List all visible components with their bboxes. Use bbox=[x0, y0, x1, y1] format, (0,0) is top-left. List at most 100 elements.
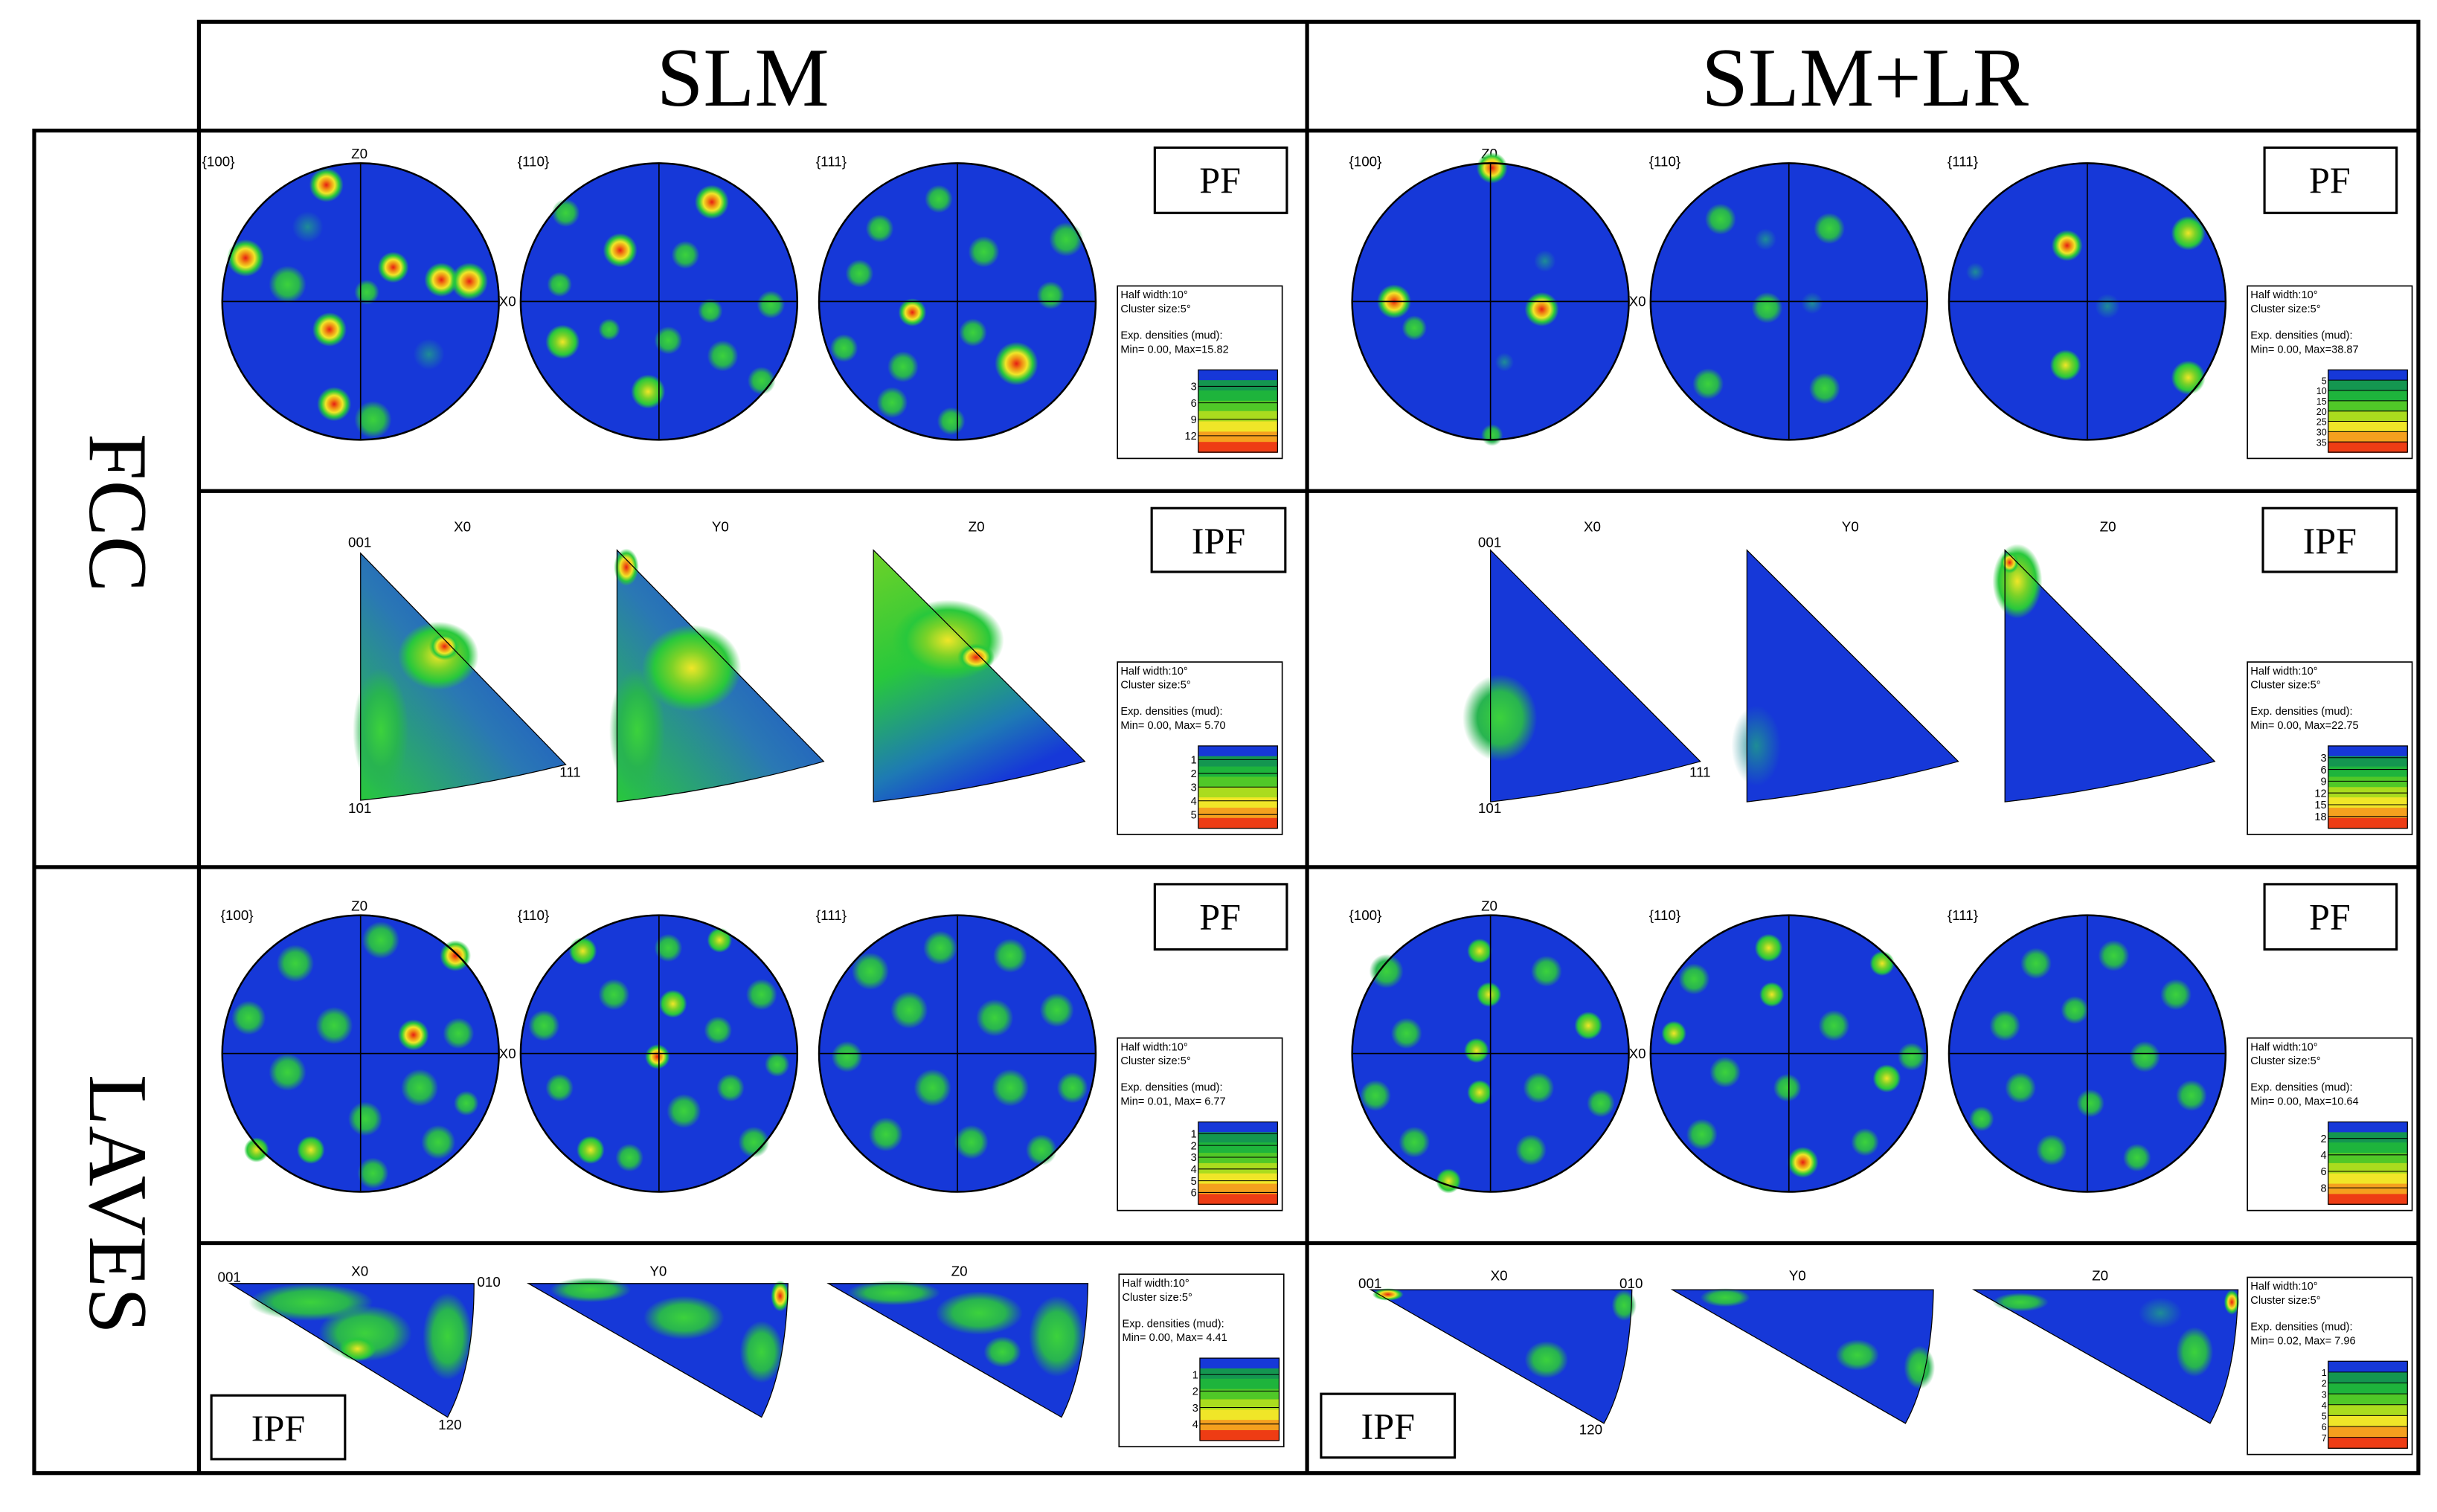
ipf-axis-x0: X0 bbox=[454, 519, 471, 535]
legend-swatch bbox=[2328, 431, 2408, 443]
panel-fcc-ipf-slm-lr: X0 Y0 Z0 001 101 111 IPF Half width:10° C… bbox=[1462, 506, 2413, 835]
legend-swatch bbox=[2328, 1153, 2408, 1164]
legend-tick-label: 3 bbox=[2321, 753, 2327, 765]
panel-fcc-pf-slm: {100} {110} {111} Z0 X0 bbox=[202, 146, 1288, 460]
legend-swatch bbox=[2328, 1426, 2408, 1438]
legend-swatch bbox=[1199, 1399, 1279, 1411]
legend-tick-label: 1 bbox=[2322, 1368, 2327, 1378]
legend-swatch bbox=[2328, 421, 2408, 433]
pole-label-111: {111} bbox=[816, 154, 847, 170]
legend-half-width: Half width:10° bbox=[1120, 1041, 1187, 1053]
legend-tick-label: 3 bbox=[1191, 1152, 1197, 1164]
legend-min-max: Min= 0.00, Max= 5.70 bbox=[1120, 720, 1225, 732]
legend-tick-label: 3 bbox=[1192, 1403, 1198, 1415]
ipf-triangle-x0 bbox=[1462, 549, 1701, 802]
density-legend: Half width:10° Cluster size:5° Exp. densit… bbox=[1117, 661, 1283, 835]
panel-laves-ipf-slm: 001 010 120 X0 Y0 Z0 bbox=[210, 1263, 1285, 1461]
corner-120: 120 bbox=[1579, 1421, 1602, 1437]
ipf-triangle-x0 bbox=[228, 1283, 475, 1418]
ipf-tag: IPF bbox=[2261, 506, 2398, 573]
legend-min-max: Min= 0.00, Max=15.82 bbox=[1120, 344, 1228, 356]
legend-cluster-size: Cluster size:5° bbox=[1120, 1055, 1190, 1067]
ipf-axis-z0: Z0 bbox=[2100, 519, 2116, 535]
ipf-tag: IPF bbox=[210, 1394, 347, 1461]
legend-swatch bbox=[1198, 745, 1278, 757]
ipf-tag-label: IPF bbox=[1192, 520, 1245, 562]
pf-tag-label: PF bbox=[1199, 895, 1241, 937]
column-header-slm: SLM bbox=[657, 31, 829, 124]
legend-tick-label: 10 bbox=[2316, 386, 2327, 396]
legend-swatch bbox=[2328, 1404, 2408, 1417]
legend-tick-label: 4 bbox=[1191, 796, 1197, 808]
pole-label-110: {110} bbox=[518, 907, 550, 923]
ipf-triangle-y0 bbox=[1731, 549, 1959, 802]
figure-grid bbox=[32, 19, 2421, 1476]
legend-swatch bbox=[1198, 1122, 1278, 1133]
ipf-tag: IPF bbox=[1150, 506, 1287, 573]
pole-figure-100 bbox=[221, 914, 500, 1193]
legend-swatch bbox=[2328, 745, 2408, 757]
legend-swatch bbox=[2328, 1371, 2408, 1384]
pole-figure-111 bbox=[1948, 914, 2227, 1193]
legend-tick-label: 3 bbox=[1191, 782, 1197, 794]
row-header-laves: LAVES bbox=[71, 1075, 164, 1334]
legend-half-width: Half width:10° bbox=[2250, 666, 2317, 678]
legend-swatch bbox=[1198, 1153, 1278, 1164]
ipf-triangle-y0 bbox=[609, 548, 825, 802]
corner-120: 120 bbox=[438, 1417, 461, 1432]
density-legend: Half width:10° Cluster size:5° Exp. densit… bbox=[1118, 1273, 1285, 1448]
corner-101: 101 bbox=[1478, 800, 1501, 816]
pole-figure-110 bbox=[1649, 914, 1928, 1193]
corner-001: 001 bbox=[1358, 1275, 1381, 1291]
legend-tick-label: 1 bbox=[1191, 1129, 1197, 1141]
legend-tick-label: 6 bbox=[2321, 1166, 2327, 1178]
ipf-axis-z0: Z0 bbox=[951, 1263, 968, 1278]
panel-fcc-ipf-slm: X0 Y0 Z0 001 101 111 IPF bbox=[348, 506, 1287, 835]
legend-cluster-size: Cluster size:5° bbox=[2250, 303, 2320, 315]
legend-swatch bbox=[2328, 766, 2408, 778]
legend-tick-label: 4 bbox=[2322, 1400, 2327, 1411]
pole-label-100: {100} bbox=[202, 154, 235, 170]
pole-figure-100 bbox=[1351, 914, 1630, 1194]
pole-label-111: {111} bbox=[816, 907, 847, 923]
ipf-triangle-z0 bbox=[1972, 1289, 2240, 1424]
legend-swatch bbox=[2328, 1173, 2408, 1185]
legend-swatch bbox=[2328, 411, 2408, 422]
pole-figure-110 bbox=[1649, 162, 1928, 441]
legend-min-max: Min= 0.00, Max=38.87 bbox=[2250, 344, 2358, 356]
legend-swatch bbox=[2328, 1142, 2408, 1154]
pole-figure-111 bbox=[818, 914, 1097, 1193]
pf-tag: PF bbox=[1153, 146, 1288, 214]
legend-swatch bbox=[1198, 1162, 1278, 1174]
legend-tick-label: 18 bbox=[2314, 811, 2326, 823]
density-legend: Half width:10° Cluster size:5° Exp. densit… bbox=[2247, 1276, 2413, 1455]
corner-111: 111 bbox=[559, 765, 581, 780]
legend-swatch bbox=[1198, 756, 1278, 768]
pole-figure-111 bbox=[1948, 162, 2227, 441]
legend-tick-label: 4 bbox=[1191, 1164, 1197, 1176]
legend-tick-label: 4 bbox=[1192, 1419, 1198, 1431]
legend-tick-label: 2 bbox=[1192, 1386, 1198, 1398]
legend-swatch bbox=[2328, 1383, 2408, 1394]
legend-swatch bbox=[1198, 411, 1278, 422]
legend-swatch bbox=[1198, 797, 1278, 808]
legend-tick-label: 5 bbox=[2322, 1412, 2327, 1422]
legend-tick-label: 2 bbox=[1191, 1140, 1197, 1152]
legend-swatch bbox=[1198, 390, 1278, 402]
ipf-tag: IPF bbox=[1320, 1392, 1457, 1459]
legend-swatch bbox=[2328, 787, 2408, 798]
legend-tick-label: 6 bbox=[1191, 398, 1197, 410]
legend-swatch bbox=[1198, 766, 1278, 778]
ipf-axis-z0: Z0 bbox=[2092, 1268, 2108, 1284]
legend-tick-label: 4 bbox=[2321, 1150, 2327, 1162]
pole-figure-110 bbox=[519, 914, 799, 1193]
ipf-axis-x0: X0 bbox=[1584, 519, 1601, 535]
legend-swatch bbox=[2328, 380, 2408, 391]
legend-half-width: Half width:10° bbox=[1120, 289, 1187, 301]
legend-swatch bbox=[1198, 380, 1278, 391]
ipf-triangle-y0 bbox=[527, 1277, 790, 1418]
legend-swatch bbox=[2328, 1183, 2408, 1195]
legend-tick-label: 12 bbox=[1184, 431, 1196, 443]
legend-tick-label: 6 bbox=[2322, 1422, 2327, 1432]
